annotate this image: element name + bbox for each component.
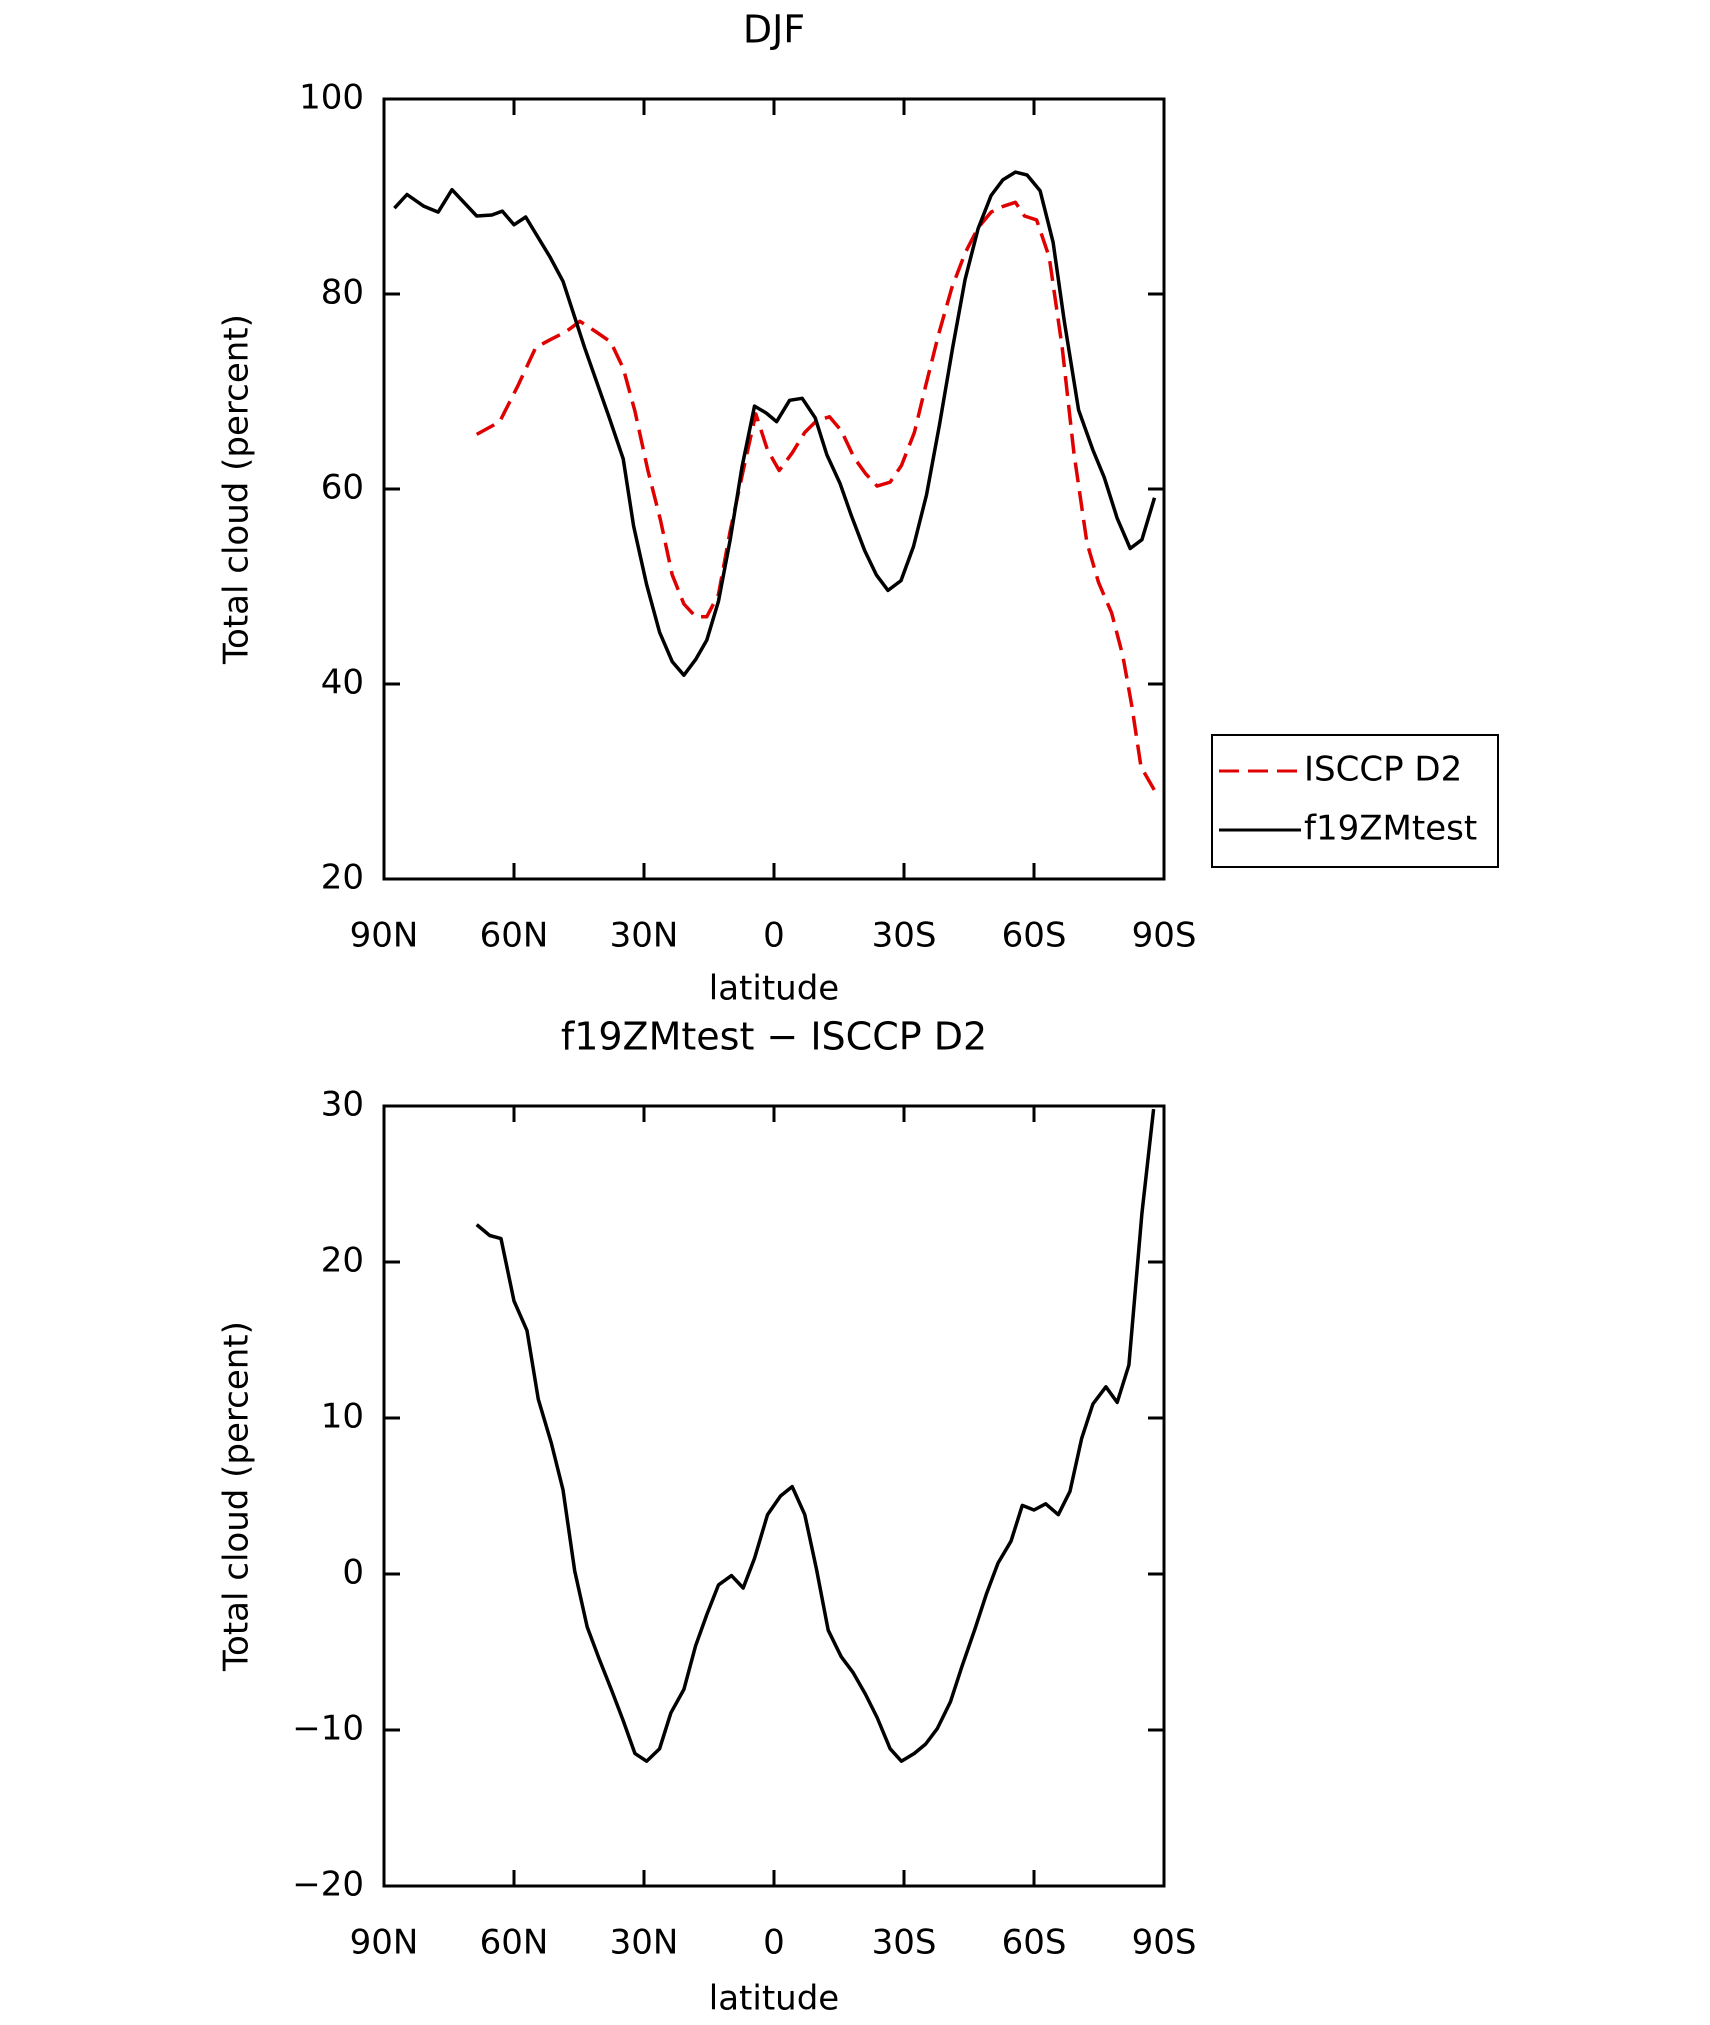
x-axis-label: latitude: [709, 969, 839, 1009]
x-tick-label: 90S: [1132, 1923, 1197, 1963]
x-tick-label: 60S: [1002, 1923, 1067, 1963]
y-tick-label: −20: [292, 1865, 364, 1905]
x-tick-label: 30S: [872, 916, 937, 956]
y-tick-label: 20: [321, 1241, 364, 1281]
x-tick-label: 60N: [480, 916, 549, 956]
x-tick-label: 30N: [610, 916, 679, 956]
y-tick-label: 100: [299, 78, 364, 118]
series-line: [475, 1108, 1156, 1763]
panel: DJF 90N 60N 30N 0 30S 60S 90S 20 40 60 80 100 latitud…: [217, 8, 1499, 1009]
x-tick-label: 60S: [1002, 916, 1067, 956]
series-line: [475, 200, 1157, 792]
y-tick-label: −10: [292, 1709, 364, 1749]
legend-box: [1211, 734, 1499, 868]
y-tick-label: 40: [321, 663, 364, 703]
x-axis-label: latitude: [709, 1979, 839, 2019]
legend-label: ISCCP D2: [1304, 750, 1462, 790]
y-axis-label: Total cloud (percent): [217, 1321, 257, 1672]
panel: f19ZMtest − ISCCP D2 90N 60N 30N 0 30S 60S 90S −…: [217, 1015, 1197, 2019]
y-tick-label: 0: [342, 1553, 364, 1593]
x-tick-label: 60N: [480, 1923, 549, 1963]
x-tick-label: 90S: [1132, 916, 1197, 956]
x-tick-label: 90N: [350, 916, 419, 956]
y-axis-label: Total cloud (percent): [217, 314, 257, 665]
x-tick-label: 30S: [872, 1923, 937, 1963]
x-tick-label: 90N: [350, 1923, 419, 1963]
series-line: [393, 170, 1157, 677]
chart-title: f19ZMtest − ISCCP D2: [561, 1015, 987, 1059]
x-tick-label: 0: [763, 916, 785, 956]
y-tick-label: 80: [321, 273, 364, 313]
plot-frame: [382, 1104, 1166, 1888]
y-tick-label: 30: [321, 1085, 364, 1125]
y-tick-label: 60: [321, 468, 364, 508]
chart-title: DJF: [743, 8, 805, 52]
x-tick-label: 30N: [610, 1923, 679, 1963]
y-tick-label: 10: [321, 1397, 364, 1437]
y-tick-label: 20: [321, 858, 364, 898]
x-tick-label: 0: [763, 1923, 785, 1963]
legend-label: f19ZMtest: [1304, 809, 1477, 849]
